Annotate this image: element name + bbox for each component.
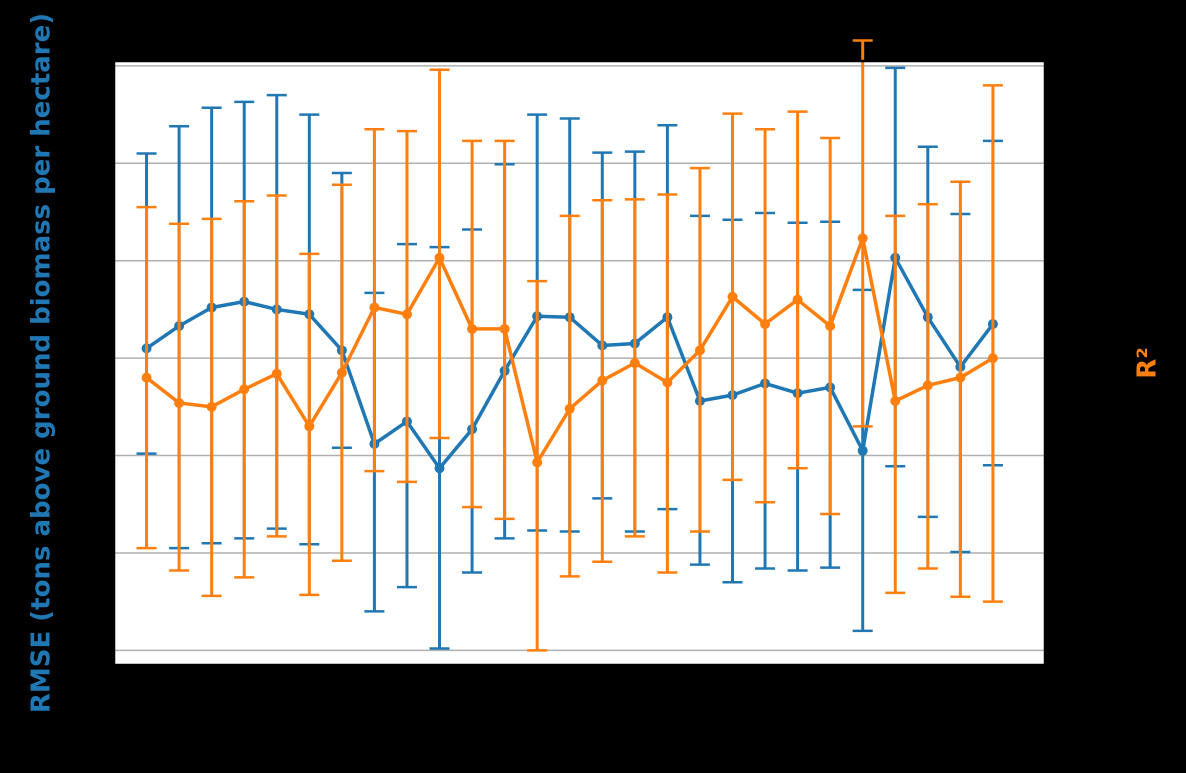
data-point-1-9 [434,252,445,263]
data-point-1-1 [174,397,185,408]
data-point-1-16 [662,377,673,388]
data-point-1-21 [825,320,836,331]
data-point-1-4 [271,368,282,379]
data-point-1-17 [694,345,705,356]
data-point-1-3 [239,384,250,395]
data-point-1-20 [792,294,803,305]
y-axis-label-right: R² [1133,347,1163,378]
data-point-1-6 [336,367,347,378]
data-point-1-23 [890,395,901,406]
data-point-1-7 [369,302,380,313]
data-point-1-24 [922,380,933,391]
data-point-1-11 [499,323,510,334]
plot-area [114,61,1045,665]
data-point-1-25 [955,372,966,383]
data-point-1-0 [141,372,152,383]
data-point-1-26 [987,353,998,364]
series-1 [136,39,1003,652]
y-axis-label-left: RMSE (tons above ground biomass per hect… [27,13,57,713]
gridlines [114,65,1052,652]
series-group [136,39,1003,652]
data-point-0-22 [857,445,868,456]
data-point-1-10 [467,323,478,334]
data-point-1-22 [857,233,868,244]
data-point-1-5 [304,421,315,432]
data-point-1-13 [564,403,575,414]
data-point-0-9 [434,463,445,474]
data-point-1-19 [760,319,771,330]
plot-frame [112,59,1047,667]
data-point-1-2 [206,401,217,412]
data-point-1-18 [727,291,738,302]
data-point-1-8 [401,309,412,320]
data-point-1-12 [532,457,543,468]
data-point-1-14 [597,375,608,386]
data-point-1-15 [629,358,640,368]
